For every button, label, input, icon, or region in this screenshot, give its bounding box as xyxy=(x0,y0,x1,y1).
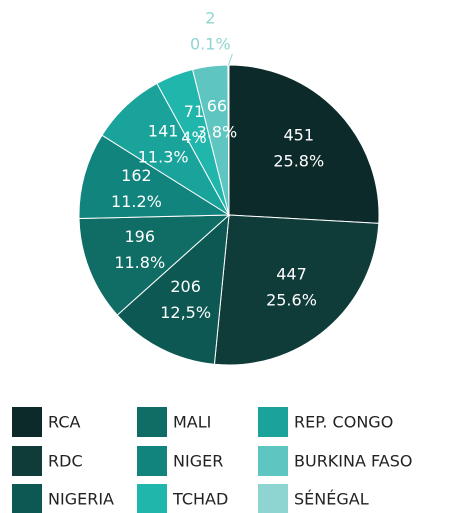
pie-slice xyxy=(78,214,231,316)
legend-swatch xyxy=(137,446,167,476)
pie-slice xyxy=(78,134,231,220)
legend-label: SÉNÉGAL xyxy=(294,490,369,509)
legend-swatch xyxy=(12,446,42,476)
legend-label: REP. CONGO xyxy=(294,413,393,432)
legend-label: RDC xyxy=(48,452,83,471)
percent-label: 11.3% xyxy=(138,148,189,167)
value-label: 66 xyxy=(207,96,227,115)
legend-label: TCHAD xyxy=(172,490,228,509)
legend-swatch xyxy=(258,446,288,476)
pie-slice xyxy=(116,213,230,365)
legend-swatch xyxy=(12,407,42,437)
percent-label: 11.8% xyxy=(114,253,165,272)
percent-label: 3.8% xyxy=(197,122,238,141)
value-label: 71 xyxy=(184,102,204,121)
percent-label: 11.2% xyxy=(111,192,162,211)
legend-label: RCA xyxy=(48,413,80,432)
value-label: 196 xyxy=(124,227,155,246)
legend-label: MALI xyxy=(173,413,211,432)
legend-label: NIGERIA xyxy=(48,490,114,509)
legend-swatch xyxy=(137,407,167,437)
percent-label: 25.8% xyxy=(273,152,324,171)
legend-label: BURKINA FASO xyxy=(294,452,412,471)
legend-swatch xyxy=(258,407,288,437)
legend-swatch xyxy=(12,484,42,513)
percent-label: 4% xyxy=(181,128,206,147)
pie-slice xyxy=(213,214,380,366)
legend-swatch xyxy=(137,484,167,513)
value-label: 141 xyxy=(148,122,179,141)
leader-line xyxy=(227,53,233,66)
percent-label: 0.1% xyxy=(190,35,231,54)
value-label: 162 xyxy=(121,166,152,185)
legend-swatch xyxy=(258,484,288,513)
value-label: 451 xyxy=(283,126,314,145)
value-label: 206 xyxy=(170,277,201,296)
legend-label: NIGER xyxy=(173,452,223,471)
value-label: 447 xyxy=(276,264,307,283)
percent-label: 12,5% xyxy=(160,303,211,322)
percent-label: 25.6% xyxy=(266,290,317,309)
pie-slice xyxy=(228,64,380,224)
value-label: 2 xyxy=(205,9,215,28)
